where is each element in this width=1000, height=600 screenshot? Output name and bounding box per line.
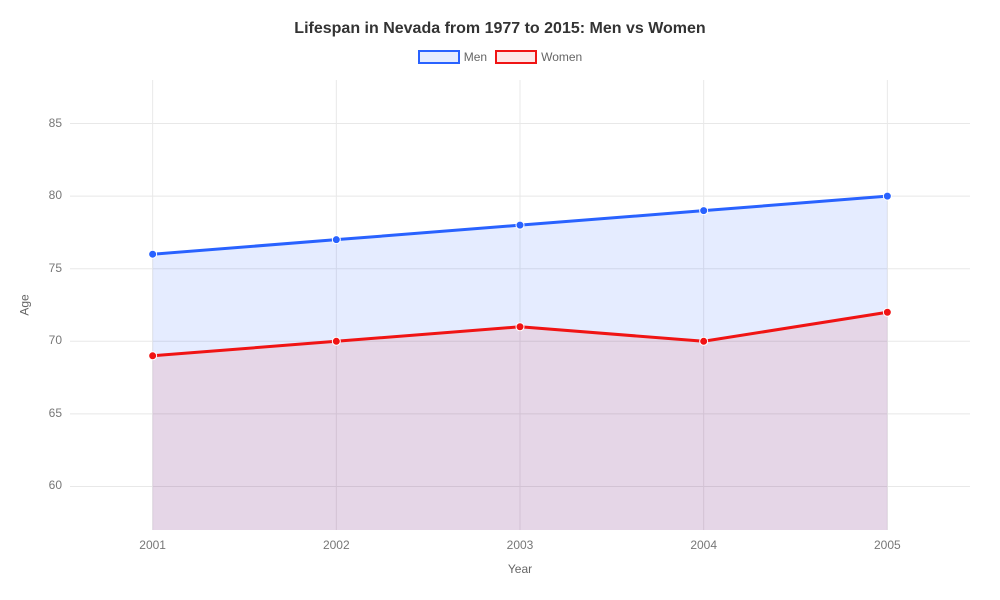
chart-title: Lifespan in Nevada from 1977 to 2015: Me… [0, 20, 1000, 38]
x-tick-label: 2003 [507, 538, 534, 552]
y-axis-label: Age [18, 294, 32, 315]
y-tick-label: 75 [32, 261, 62, 275]
y-tick-label: 70 [32, 333, 62, 347]
chart-svg [70, 80, 970, 530]
plot-area [70, 80, 970, 530]
y-tick-label: 65 [32, 406, 62, 420]
y-tick-label: 85 [32, 116, 62, 130]
chart-legend: Men Women [0, 50, 1000, 64]
x-tick-label: 2004 [690, 538, 717, 552]
legend-swatch-women [495, 50, 537, 64]
x-tick-label: 2002 [323, 538, 350, 552]
y-tick-label: 80 [32, 188, 62, 202]
x-tick-label: 2005 [874, 538, 901, 552]
legend-item-women[interactable]: Women [495, 50, 582, 64]
y-tick-label: 60 [32, 478, 62, 492]
x-axis-label: Year [70, 562, 970, 576]
chart-container: Lifespan in Nevada from 1977 to 2015: Me… [0, 0, 1000, 600]
legend-swatch-men [418, 50, 460, 64]
x-tick-label: 2001 [139, 538, 166, 552]
legend-label-men: Men [464, 50, 487, 64]
legend-label-women: Women [541, 50, 582, 64]
legend-item-men[interactable]: Men [418, 50, 487, 64]
